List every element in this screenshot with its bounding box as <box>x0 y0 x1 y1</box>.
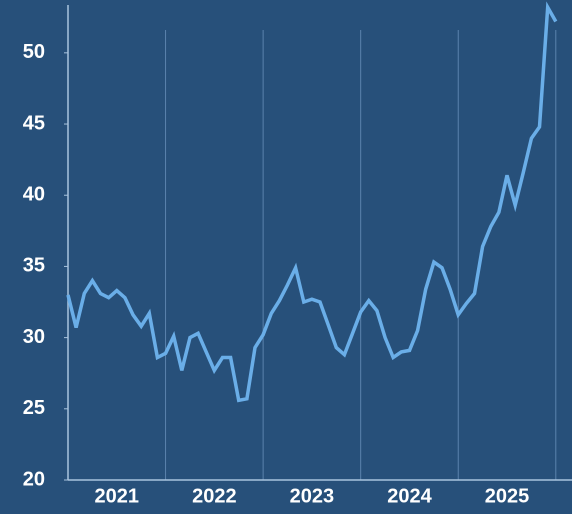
y-tick-label: 25 <box>23 397 45 419</box>
y-tick-label: 30 <box>23 326 45 348</box>
x-tick-label: 2024 <box>387 485 432 507</box>
x-tick-label: 2022 <box>192 485 237 507</box>
x-tick-label: 2021 <box>95 485 140 507</box>
y-tick-label: 35 <box>23 255 45 277</box>
y-tick-label: 20 <box>23 468 45 490</box>
x-tick-label: 2023 <box>290 485 335 507</box>
x-tick-label: 2025 <box>485 485 530 507</box>
y-tick-label: 40 <box>23 184 45 206</box>
y-tick-label: 45 <box>23 112 45 134</box>
line-series <box>66 1 558 403</box>
y-tick-label: 50 <box>23 41 45 63</box>
